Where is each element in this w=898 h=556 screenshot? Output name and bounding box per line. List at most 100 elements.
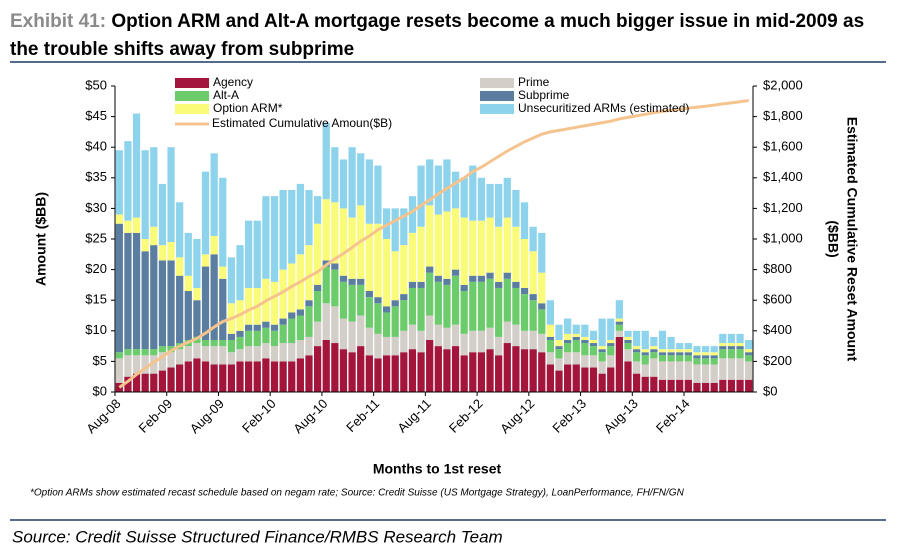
bar-segment	[150, 245, 158, 350]
bar-segment	[339, 318, 348, 350]
title-text: Option ARM and Alt-A mortgage resets bec…	[10, 11, 865, 60]
bar-segment	[141, 373, 149, 392]
bar-segment	[607, 355, 615, 368]
bar-segment	[150, 147, 158, 227]
bar-segment	[555, 349, 563, 359]
bar-segment	[555, 324, 563, 340]
bar-segment	[581, 355, 589, 368]
bar-segment	[650, 349, 658, 353]
bar-segment	[184, 232, 192, 276]
bar-segment	[477, 330, 486, 353]
bar-segment	[615, 336, 623, 392]
y2-tick-label: $1,000	[763, 230, 803, 245]
bar-segment	[624, 361, 632, 392]
y-tick-label: $0	[93, 383, 107, 398]
bar-segment	[684, 343, 692, 350]
bar-segment	[331, 263, 339, 270]
bar-segment	[745, 339, 753, 350]
bar-segment	[650, 358, 658, 377]
bar-segment	[219, 339, 227, 347]
y-tick-label: $30	[85, 200, 107, 215]
bar-segment	[124, 232, 132, 350]
bar-segment	[158, 183, 167, 246]
bar-segment	[201, 171, 210, 255]
bar-segment	[322, 303, 330, 340]
bar-segment	[219, 266, 227, 279]
bar-segment	[736, 333, 744, 344]
bar-segment	[745, 361, 753, 380]
bar-segment	[210, 339, 218, 347]
bar-segment	[382, 355, 391, 392]
bar-segment	[210, 346, 218, 365]
bar-segment	[693, 352, 701, 356]
bar-segment	[443, 327, 451, 350]
bar-segment	[520, 239, 529, 288]
bar-segment	[382, 336, 391, 356]
bar-segment	[684, 349, 692, 353]
bar-segment	[529, 251, 537, 295]
bar-segment	[693, 358, 701, 365]
bar-segment	[589, 339, 598, 344]
bar-segment	[538, 352, 546, 392]
bar-segment	[296, 309, 304, 316]
bar-segment	[451, 208, 460, 270]
bar-segment	[598, 349, 606, 353]
bar-segment	[701, 352, 710, 356]
bar-segment	[262, 343, 270, 359]
y-tick-label: $25	[85, 230, 107, 245]
bar-segment	[201, 266, 210, 340]
y2-tick-label: $800	[763, 261, 792, 276]
bar-segment	[538, 272, 546, 304]
bar-segment	[262, 321, 270, 328]
bar-segment	[572, 333, 580, 337]
bar-segment	[443, 284, 451, 328]
bar-segment	[581, 367, 589, 392]
y-axis-label: Amount ($BB)	[33, 192, 49, 286]
bar-segment	[693, 364, 701, 383]
bar-segment	[745, 349, 753, 353]
bar-segment	[572, 364, 580, 392]
bar-segment	[667, 379, 675, 392]
bar-segment	[115, 223, 123, 353]
bar-segment	[520, 349, 529, 392]
bar-segment	[641, 352, 649, 356]
bar-segment	[201, 339, 210, 347]
bar-segment	[150, 355, 158, 374]
bar-segment	[296, 315, 304, 340]
bar-segment	[529, 294, 537, 301]
y2-tick-label: $2,000	[763, 77, 803, 92]
bar-segment	[253, 361, 261, 392]
bar-segment	[115, 358, 123, 383]
bar-segment	[495, 183, 503, 227]
bar-segment	[451, 324, 460, 347]
bar-segment	[572, 352, 580, 365]
bar-segment	[684, 361, 692, 380]
bar-segment	[624, 339, 632, 344]
bar-segment	[434, 324, 442, 347]
bar-segment	[150, 373, 158, 392]
bar-segment	[469, 352, 477, 392]
x-tick-label: Aug-09	[187, 396, 227, 436]
bar-segment	[710, 358, 718, 365]
bar-segment	[632, 352, 641, 362]
bar-segment	[201, 361, 210, 392]
bar-segment	[710, 364, 718, 383]
bar-segment	[598, 352, 606, 362]
bar-segment	[365, 327, 373, 356]
bar-segment	[331, 306, 339, 344]
bar-segment	[676, 355, 684, 362]
bar-segment	[555, 358, 563, 371]
bar-segment	[495, 281, 503, 288]
bar-segment	[667, 361, 675, 380]
bar-segment	[564, 318, 572, 334]
bar-segment	[365, 297, 373, 328]
bar-segment	[745, 352, 753, 356]
bar-segment	[270, 324, 279, 331]
bar-segment	[227, 352, 236, 365]
bar-segment	[253, 330, 261, 347]
bar-segment	[555, 370, 563, 392]
bar-segment	[184, 275, 192, 292]
bar-segment	[650, 376, 658, 392]
bar-segment	[632, 373, 641, 392]
